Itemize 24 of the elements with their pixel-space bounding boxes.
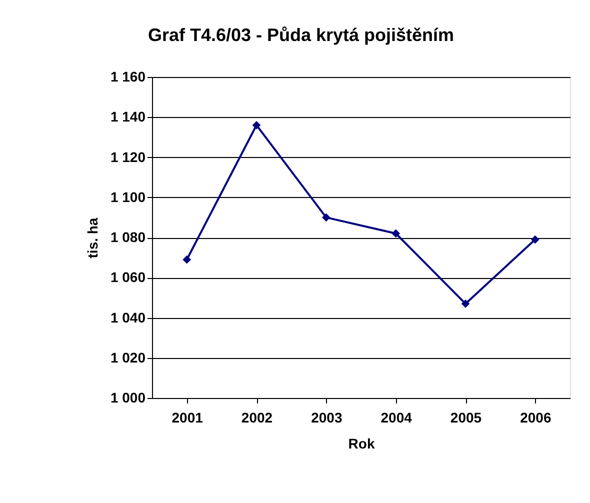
x-tick-label: 2001 <box>172 410 204 426</box>
point <box>252 120 261 130</box>
x-tick-label: 2005 <box>450 410 482 426</box>
y-tick-label: 1 100 <box>110 188 146 205</box>
y-tick-label: 1 120 <box>110 148 146 165</box>
point <box>182 255 192 264</box>
chart-title: Graf T4.6/03 - Půda krytá pojištěním <box>148 25 454 45</box>
y-axis-title: tis. ha <box>84 218 100 258</box>
x-tick-label: 2004 <box>380 410 412 426</box>
y-tick-label: 1 060 <box>110 269 146 286</box>
y-tick-label: 1 040 <box>110 309 146 326</box>
y-tick-label: 1 000 <box>110 390 146 406</box>
point <box>530 235 540 244</box>
x-tick-label: 2006 <box>520 410 552 426</box>
y-tick-label: 1 160 <box>110 68 146 84</box>
y-tick-label: 1 140 <box>110 108 146 125</box>
y-tick-label: 1 080 <box>110 229 146 245</box>
x-axis-title: Rok <box>348 436 375 452</box>
point <box>392 229 400 238</box>
point <box>461 300 470 308</box>
x-tick-label: 2002 <box>241 410 273 426</box>
x-tick-label: 2003 <box>311 410 342 426</box>
point <box>322 213 330 222</box>
y-tick-label: 1 020 <box>110 349 146 366</box>
